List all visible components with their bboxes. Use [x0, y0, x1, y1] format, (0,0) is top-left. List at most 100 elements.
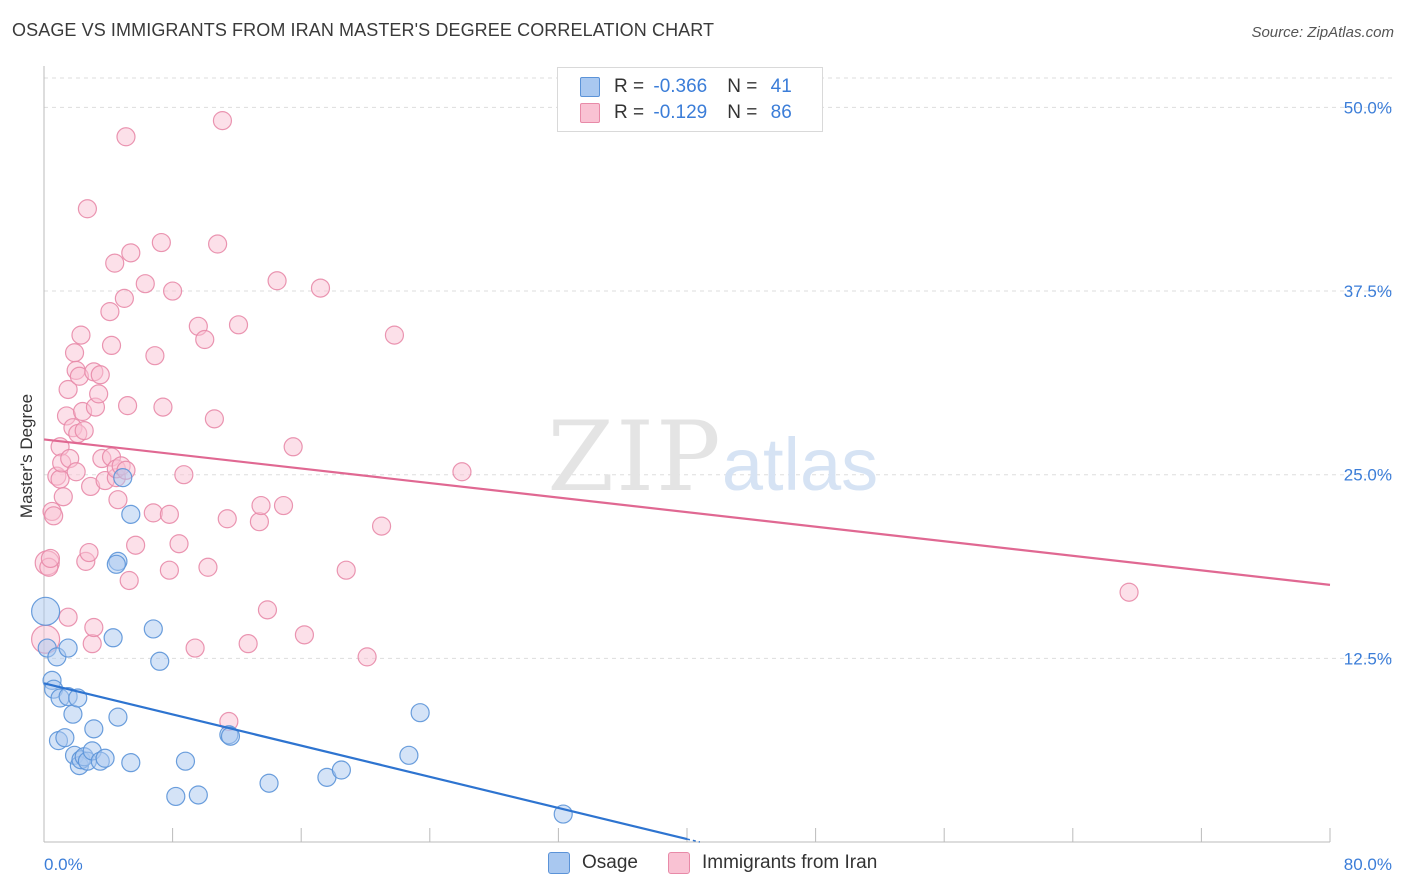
axes	[43, 66, 1331, 843]
osage-point	[121, 504, 141, 524]
osage-point	[108, 707, 128, 727]
r-value: -0.366	[653, 76, 708, 97]
x-tick-label-min: 0.0%	[44, 855, 83, 874]
iran-point	[452, 462, 472, 482]
trend-line-iran	[43, 438, 1331, 586]
iran-point	[58, 379, 78, 400]
stats-legend: R = -0.366 N = 41 R = -0.129 N = 86	[557, 67, 823, 132]
iran-point	[336, 560, 356, 580]
r-label: R =	[614, 102, 650, 123]
iran-point	[169, 534, 189, 554]
iran-point	[195, 329, 215, 350]
series-iran-points	[31, 111, 1139, 732]
iran-point	[90, 365, 110, 385]
iran-point	[283, 437, 303, 457]
legend-swatch-osage	[548, 852, 570, 874]
watermark-zip: ZIP	[547, 401, 722, 513]
x-tick-label-max: 80.0%	[1344, 855, 1392, 874]
legend-swatch-osage	[580, 77, 600, 97]
iran-point	[77, 199, 98, 219]
legend-swatch-iran	[580, 103, 600, 123]
iran-point	[143, 503, 163, 523]
iran-point	[212, 111, 233, 131]
iran-point	[228, 315, 249, 335]
osage-point	[95, 748, 115, 768]
iran-point	[185, 638, 205, 658]
osage-point	[121, 753, 141, 773]
osage-point	[143, 619, 163, 639]
iran-point	[117, 396, 138, 416]
osage-point	[31, 596, 61, 626]
gridlines	[44, 77, 1392, 659]
osage-point	[259, 773, 279, 793]
iran-point	[151, 232, 171, 253]
iran-point	[74, 421, 94, 441]
iran-point	[114, 288, 134, 308]
osage-point	[331, 760, 351, 780]
chart-title: OSAGE VS IMMIGRANTS FROM IRAN MASTER'S D…	[12, 20, 715, 40]
trend-line-osage	[43, 682, 688, 841]
iran-point	[1119, 582, 1139, 602]
iran-point	[310, 278, 331, 298]
watermark: ZIP atlas	[547, 401, 878, 513]
legend-label-osage: Osage	[582, 852, 638, 873]
iran-point	[105, 253, 125, 273]
y-tick-label: 25.0%	[1344, 466, 1392, 485]
iran-point	[174, 465, 194, 485]
osage-point	[106, 554, 126, 574]
legend-swatch-iran	[668, 852, 690, 874]
legend-item-iran: Immigrants from Iran	[668, 852, 877, 874]
iran-point	[40, 548, 61, 569]
iran-point	[135, 274, 155, 294]
iran-point	[79, 542, 99, 563]
iran-point	[50, 469, 70, 489]
r-value: -0.129	[653, 102, 708, 123]
iran-point	[371, 516, 392, 536]
iran-point	[71, 325, 91, 345]
trend-line-osage-extension	[686, 838, 701, 843]
n-label: N =	[727, 76, 763, 97]
osage-point	[103, 628, 123, 648]
iran-point	[119, 570, 139, 591]
osage-point	[410, 703, 430, 723]
osage-point	[63, 704, 83, 724]
iran-point	[101, 335, 122, 355]
iran-point	[159, 560, 179, 580]
iran-point	[145, 346, 165, 366]
chart-source: Source: ZipAtlas.com	[1251, 24, 1394, 41]
iran-point	[384, 325, 405, 345]
n-value: 41	[770, 76, 792, 97]
stats-row-iran: R = -0.129 N = 86	[580, 101, 792, 125]
iran-point	[44, 506, 64, 526]
iran-point	[126, 535, 146, 555]
iran-point	[238, 634, 258, 654]
n-value: 86	[770, 102, 792, 123]
iran-point	[217, 509, 237, 529]
iran-point	[153, 397, 173, 417]
iran-point	[208, 234, 228, 254]
osage-point	[175, 751, 196, 771]
iran-point	[163, 281, 183, 301]
osage-point	[150, 651, 170, 671]
iran-point	[89, 384, 109, 404]
iran-point	[159, 504, 179, 524]
iran-point	[204, 409, 224, 429]
legend-item-osage: Osage	[548, 852, 638, 874]
iran-point	[273, 495, 294, 516]
iran-point	[53, 487, 73, 507]
iran-point	[82, 634, 102, 654]
iran-point	[249, 512, 270, 532]
iran-point	[108, 490, 128, 510]
iran-point	[251, 495, 271, 516]
iran-point	[294, 625, 315, 645]
osage-point	[58, 638, 78, 658]
y-tick-label: 12.5%	[1344, 649, 1392, 668]
iran-point	[198, 557, 218, 577]
r-label: R =	[614, 76, 650, 97]
iran-point	[357, 647, 377, 667]
osage-point	[113, 468, 133, 488]
iran-point	[121, 243, 141, 263]
osage-point	[166, 786, 186, 807]
tick-labels: 12.5% 25.0% 37.5% 50.0% 0.0% 80.0%	[44, 98, 1392, 874]
